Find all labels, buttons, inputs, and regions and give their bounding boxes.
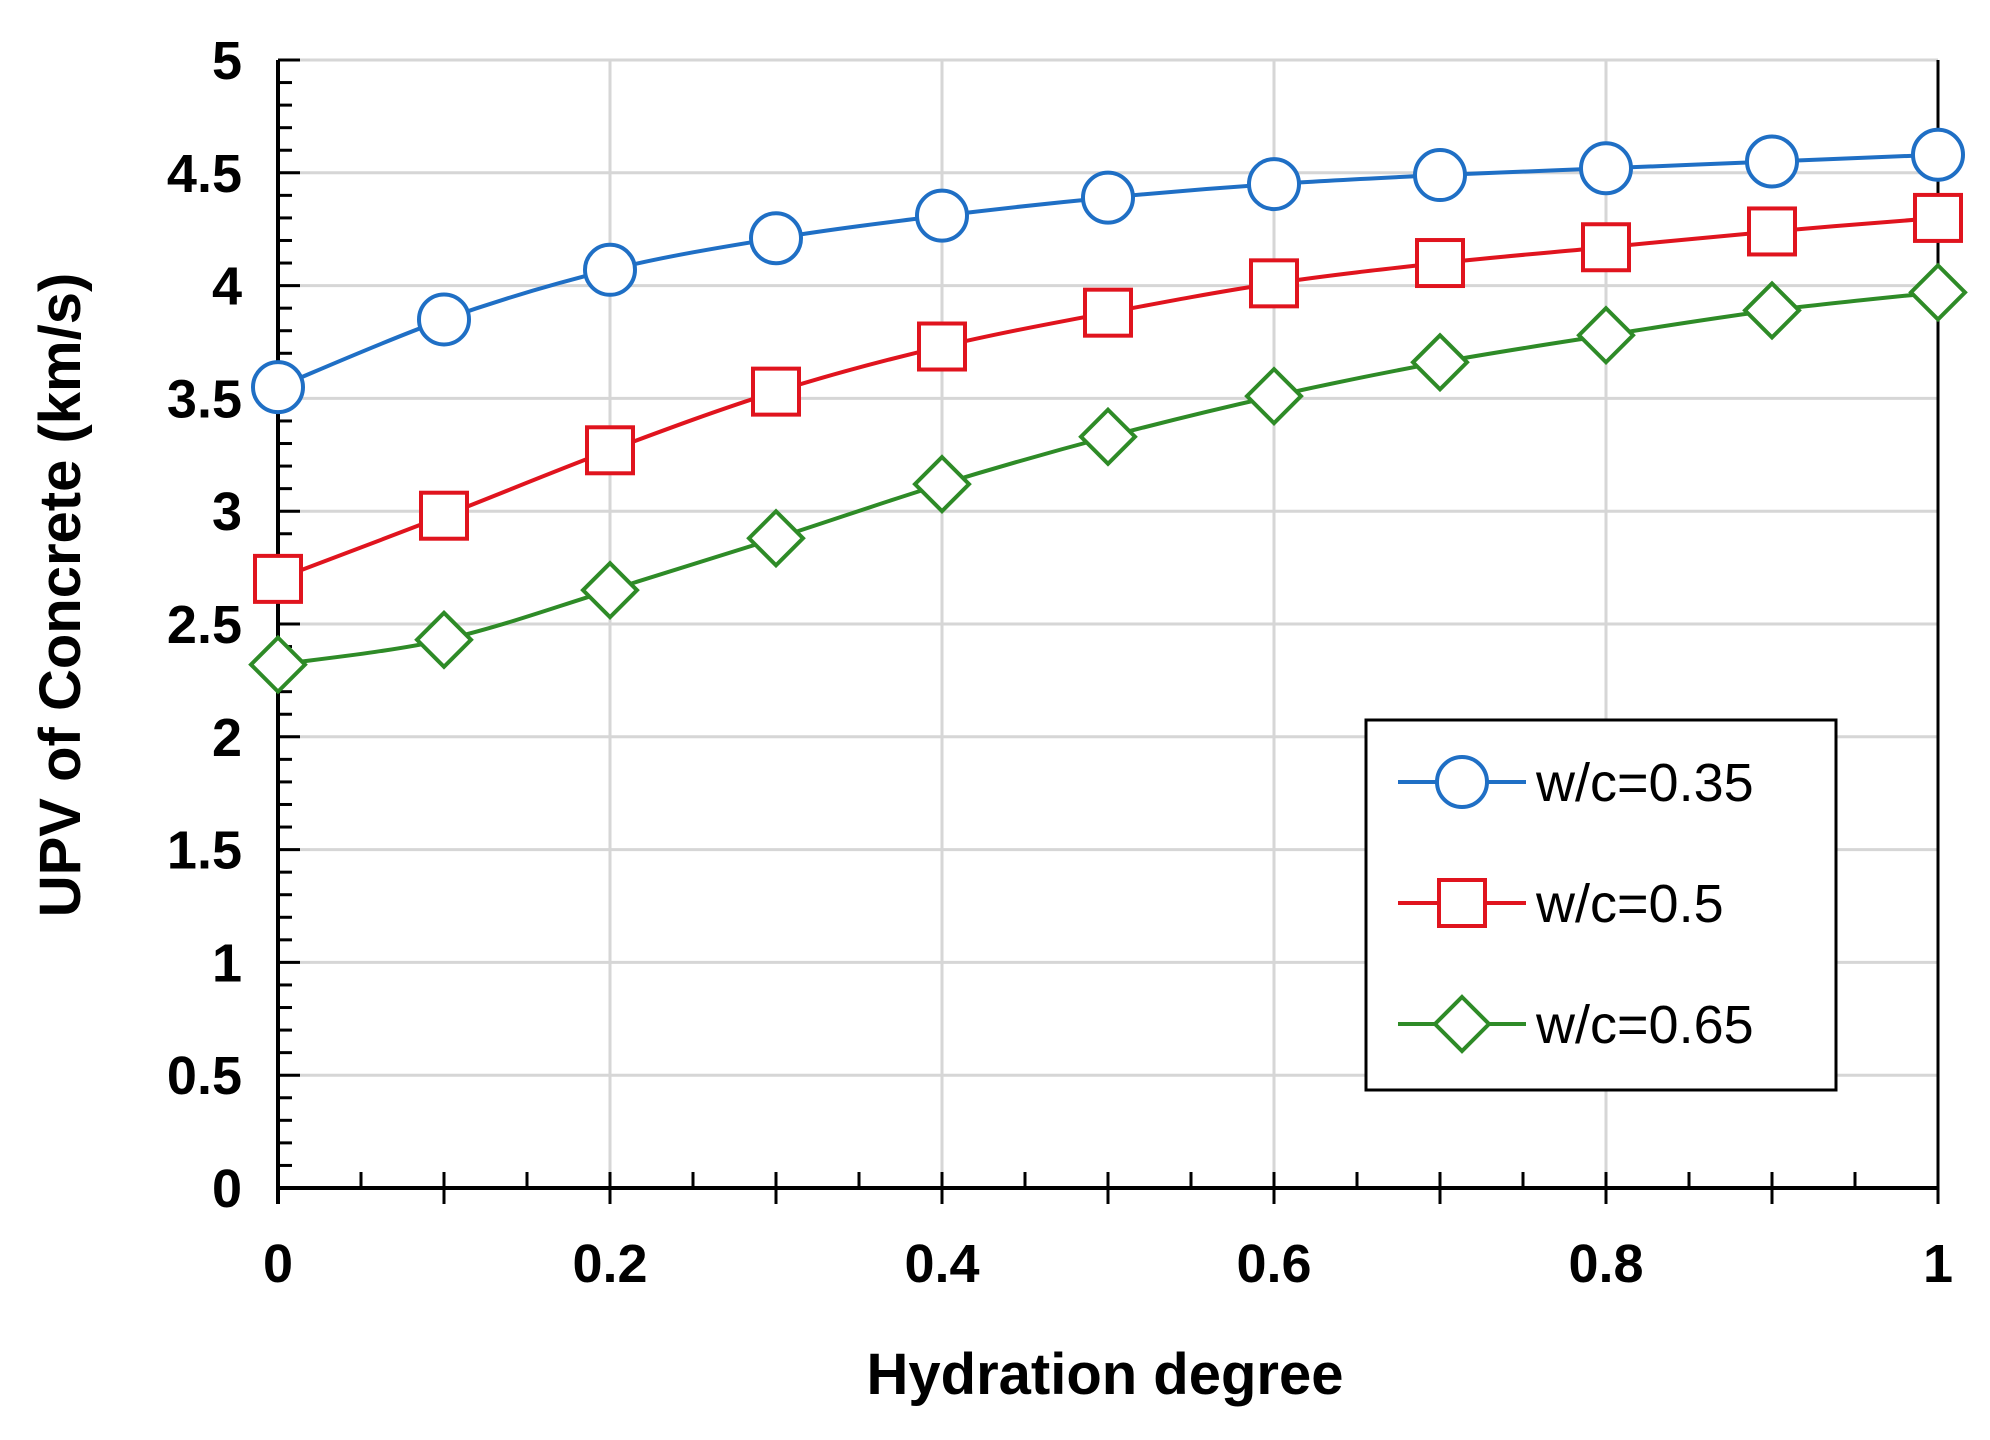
data-point (1576, 305, 1636, 366)
y-axis-title: UPV of Concrete (km/s) (28, 273, 93, 918)
data-point (1415, 238, 1465, 289)
data-point (1078, 406, 1138, 467)
series-circle (251, 127, 1965, 415)
x-tick-label: 0 (263, 1234, 293, 1294)
legend-marker (1432, 994, 1492, 1054)
data-point (912, 454, 972, 514)
legend-entry: w/c=0.5 (1398, 874, 1724, 934)
data-point (746, 508, 806, 569)
data-point (1908, 262, 1968, 323)
legend-entry: w/c=0.35 (1398, 753, 1754, 813)
data-point (1247, 157, 1301, 212)
legend-label: w/c=0.65 (1535, 995, 1754, 1055)
data-point (1083, 287, 1133, 338)
x-tick-label: 1 (1923, 1234, 1953, 1294)
data-point (585, 425, 635, 476)
data-point (751, 366, 801, 417)
data-point (915, 188, 969, 243)
series-square (253, 192, 1963, 604)
y-tick-label: 1.5 (167, 821, 242, 881)
legend-entry: w/c=0.65 (1398, 994, 1754, 1055)
data-point (1747, 206, 1797, 257)
y-tick-label: 0.5 (167, 1046, 242, 1106)
data-point (917, 321, 967, 372)
data-point (749, 211, 803, 266)
axes (276, 58, 1940, 1204)
data-point (1742, 280, 1802, 341)
data-point (1081, 170, 1135, 225)
x-tick-label: 0.8 (1568, 1234, 1643, 1294)
data-point (248, 634, 308, 695)
series-diamond (248, 262, 1968, 695)
data-point (414, 609, 474, 670)
legend-label: w/c=0.35 (1535, 753, 1754, 813)
data-point (417, 292, 471, 347)
x-tick-label: 0.6 (1236, 1234, 1311, 1294)
data-point (580, 560, 640, 620)
data-point (1249, 258, 1299, 309)
data-point (1413, 148, 1467, 203)
data-point (1410, 332, 1470, 393)
y-tick-label: 3.5 (167, 369, 242, 429)
data-point (1581, 222, 1631, 273)
data-point (1745, 134, 1799, 189)
legend: w/c=0.35 w/c=0.5 w/c=0.65 (1364, 718, 1838, 1092)
data-point (1244, 366, 1304, 426)
series-group (248, 127, 1968, 695)
axis-titles: Hydration degree UPV of Concrete (km/s) (28, 273, 1344, 1407)
legend-marker (1437, 878, 1487, 928)
y-tick-label: 4.5 (167, 144, 242, 204)
x-tick-label: 0.2 (572, 1234, 647, 1294)
legend-label: w/c=0.5 (1535, 874, 1724, 934)
legend-marker (1435, 755, 1489, 809)
series-line (277, 290, 1939, 667)
data-point (583, 242, 637, 297)
y-tick-label: 5 (212, 31, 242, 91)
y-tick-label: 2 (212, 708, 242, 768)
data-point (1579, 141, 1633, 196)
y-tick-label: 1 (212, 933, 242, 993)
data-point (1913, 192, 1963, 243)
x-axis-title: Hydration degree (867, 1342, 1344, 1407)
tick-labels: 0 0.5 1 1.5 2 2.5 3 3.5 4 4.5 5 0 0.2 0.4 0.6 0.8 1 (167, 31, 1953, 1294)
data-point (251, 360, 305, 415)
x-tick-label: 0.4 (904, 1234, 979, 1294)
data-point (253, 553, 303, 604)
data-point (419, 490, 469, 541)
data-point (1911, 127, 1965, 182)
y-tick-label: 4 (212, 257, 242, 317)
y-tick-label: 3 (212, 482, 242, 542)
y-tick-label: 0 (212, 1159, 242, 1219)
y-tick-label: 2.5 (167, 595, 242, 655)
